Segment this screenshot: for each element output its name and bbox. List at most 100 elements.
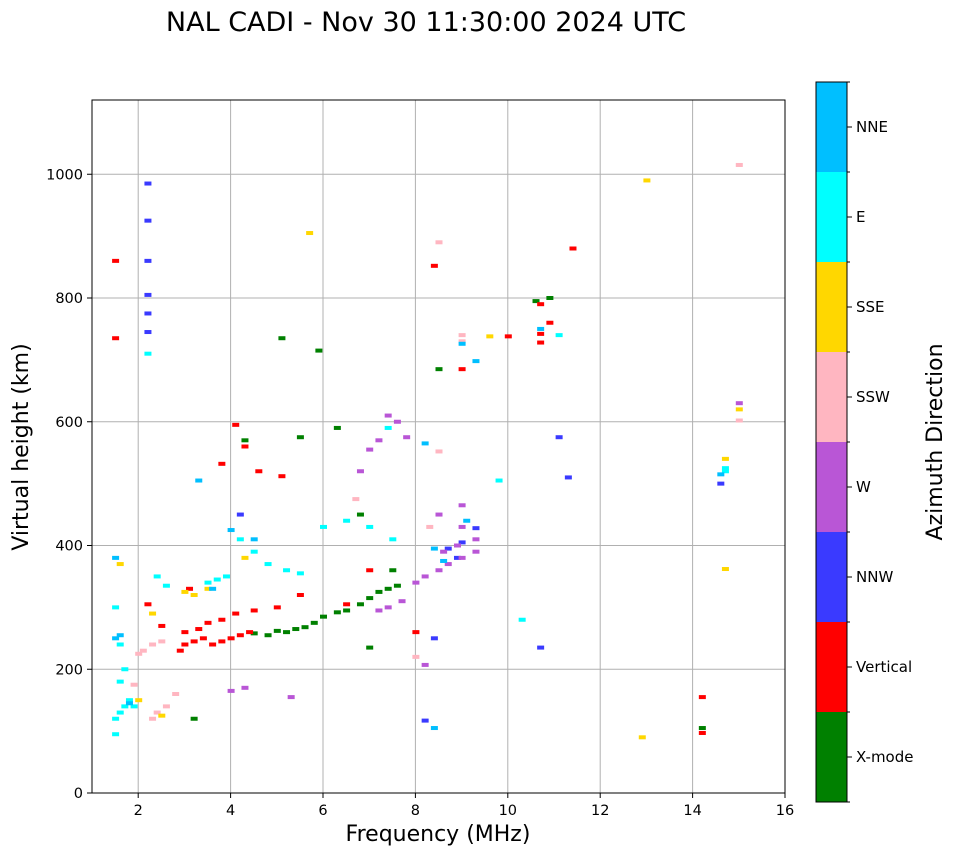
colorbar-segment [816, 442, 847, 532]
colorbar-label: SSW [856, 388, 890, 406]
data-point-nnw [444, 546, 452, 551]
data-point-nnw [717, 481, 725, 486]
y-tick-label: 600 [55, 415, 83, 431]
data-point-nne [440, 558, 448, 563]
data-point-sse [486, 334, 494, 339]
data-point-e [125, 698, 133, 703]
colorbar-segment [816, 712, 847, 802]
data-point-nnw [236, 512, 244, 517]
data-point-e [112, 605, 120, 610]
x-axis-label: Frequency (MHz) [346, 822, 531, 847]
data-point-ssw [149, 642, 157, 647]
y-axis: 0 200 400 600 800 1000 [46, 167, 92, 802]
data-point-w [435, 512, 443, 517]
data-point-x-mode [384, 586, 392, 591]
data-point-nne [472, 359, 480, 364]
data-point-e [343, 518, 351, 523]
data-point-vertical [246, 630, 254, 635]
data-point-w [393, 419, 401, 424]
data-point-vertical [430, 263, 438, 268]
data-point-x-mode [283, 630, 291, 635]
data-point-vertical [144, 602, 152, 607]
data-point-ssw [162, 704, 170, 709]
data-point-nne [112, 555, 120, 560]
data-point-sse [638, 735, 646, 740]
data-point-ssw [135, 651, 143, 656]
data-point-ssw [139, 648, 147, 653]
data-point-e [283, 568, 291, 573]
data-point-vertical [209, 642, 217, 647]
data-point-vertical [218, 461, 226, 466]
data-point-vertical [227, 636, 235, 641]
data-point-e [320, 524, 327, 529]
data-point-ssw [435, 240, 443, 245]
y-tick-label: 0 [74, 786, 83, 802]
data-point-x-mode [532, 299, 540, 304]
data-point-nnw [144, 258, 152, 263]
data-point-x-mode [333, 610, 341, 615]
data-point-vertical [232, 422, 240, 427]
data-point-e [116, 679, 124, 684]
data-point-nne [463, 518, 471, 523]
y-tick-label: 400 [55, 539, 83, 555]
x-tick-label: 10 [499, 803, 517, 819]
data-point-w [458, 555, 466, 560]
data-point-vertical [190, 639, 198, 644]
colorbar-segment [816, 172, 847, 262]
data-point-nne [195, 478, 203, 483]
data-point-vertical [537, 331, 545, 336]
data-point-vertical [366, 568, 374, 573]
data-point-vertical [199, 636, 207, 641]
colorbar-label: SSE [856, 298, 885, 316]
data-point-ssw [130, 682, 138, 687]
colorbar-label: E [856, 208, 865, 226]
colorbar-segment [816, 532, 847, 622]
data-point-x-mode [393, 583, 401, 588]
data-point-nnw [144, 330, 152, 335]
data-point-sse [181, 589, 189, 594]
data-point-e [204, 580, 212, 585]
data-point-vertical [273, 605, 281, 610]
data-point-vertical [232, 611, 240, 616]
data-point-nnw [453, 555, 461, 560]
y-tick-label: 800 [55, 291, 83, 307]
data-point-vertical [186, 586, 194, 591]
data-point-ssw [458, 339, 466, 344]
data-point-sse [721, 456, 729, 461]
data-point-e [112, 732, 120, 737]
colorbar-label: NNW [856, 568, 893, 586]
data-point-sse [735, 407, 743, 412]
x-tick-label: 2 [134, 803, 143, 819]
data-point-nnw [564, 475, 572, 480]
data-point-nnw [144, 311, 152, 316]
data-point-nne [717, 472, 725, 477]
data-point-ssw [426, 524, 434, 529]
data-point-x-mode [333, 425, 341, 430]
data-point-nnw [430, 636, 438, 641]
data-point-x-mode [296, 435, 304, 440]
data-point-ssw [458, 333, 466, 338]
data-point-sse [204, 586, 212, 591]
data-point-nne [430, 546, 438, 551]
data-point-e [366, 524, 374, 529]
data-point-nnw [421, 718, 429, 723]
data-point-nne [430, 726, 438, 731]
data-point-nnw [555, 435, 563, 440]
data-point-x-mode [301, 625, 309, 630]
data-point-ssw [412, 654, 420, 659]
data-point-w [227, 688, 235, 693]
data-point-sse [135, 698, 143, 703]
data-point-vertical [504, 334, 512, 339]
data-point-vertical [569, 246, 577, 251]
data-point-x-mode [273, 628, 281, 633]
data-point-e [121, 704, 129, 709]
data-point-w [440, 549, 448, 554]
data-point-e [555, 333, 563, 338]
data-point-vertical [158, 623, 166, 628]
data-point-x-mode [190, 716, 198, 721]
data-point-w [375, 438, 383, 443]
data-point-w [435, 568, 443, 573]
data-point-nne [116, 633, 124, 638]
data-point-w [241, 685, 249, 690]
data-points [112, 162, 743, 740]
